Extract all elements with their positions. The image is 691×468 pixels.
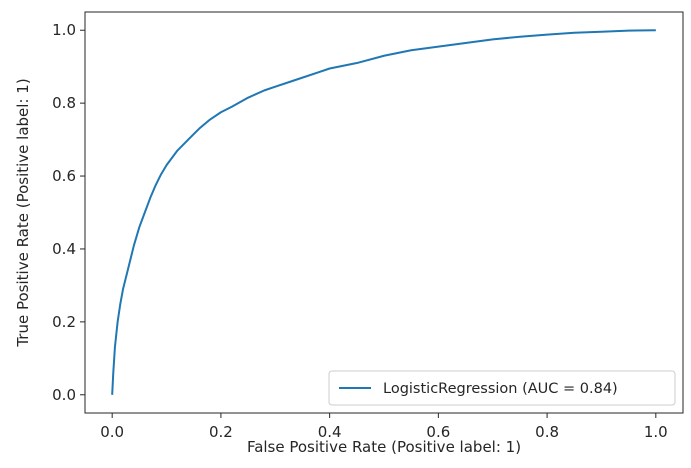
x-tick-label: 0.0: [100, 423, 124, 441]
legend-box: [328, 370, 676, 406]
x-axis-label: False Positive Rate (Positive label: 1): [247, 438, 521, 456]
y-tick-label: 0.0: [52, 386, 76, 404]
y-tick-label: 0.2: [52, 313, 76, 331]
legend: LogisticRegression (AUC = 0.84): [328, 370, 676, 406]
legend-entry-label: LogisticRegression (AUC = 0.84): [383, 381, 618, 397]
x-tick-label: 0.8: [535, 423, 559, 441]
y-tick-label: 1.0: [52, 21, 76, 39]
y-tick-label: 0.4: [52, 240, 76, 258]
y-tick-label: 0.6: [52, 167, 76, 185]
series-layer: [111, 29, 656, 395]
y-tick-label: 0.8: [52, 94, 76, 112]
plot-frame: [84, 11, 684, 414]
x-tick-label: 0.4: [318, 423, 342, 441]
series-line: [111, 29, 656, 395]
y-axis-label: True Positive Rate (Positive label: 1): [14, 78, 32, 347]
x-tick-label: 0.6: [426, 423, 450, 441]
x-tick-label: 1.0: [644, 423, 668, 441]
ticks-layer: 0.0 0.2 0.4 0.6 0.8 1.0 0.0 0.2 0.4 0.6 0.8 1.0: [52, 21, 668, 441]
x-tick-label: 0.2: [209, 423, 233, 441]
